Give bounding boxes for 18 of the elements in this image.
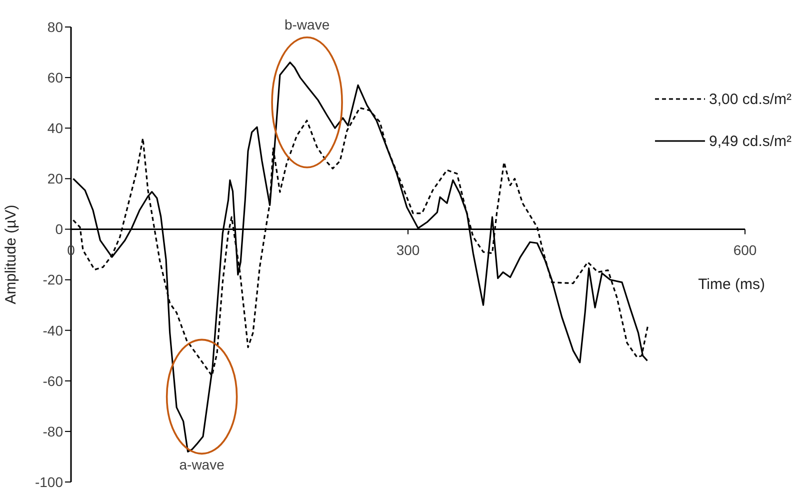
x-tick-label: 300 — [396, 242, 420, 258]
y-axis-title: Amplitude (µV) — [2, 204, 20, 304]
y-tick-label: -40 — [42, 322, 64, 338]
y-tick-label: 60 — [47, 70, 64, 86]
y-tick-label: -80 — [42, 423, 64, 440]
y-tick-label: 0 — [55, 221, 64, 238]
y-tick-label: -60 — [42, 372, 64, 389]
annotation: a-wave — [179, 456, 225, 473]
y-tick-label: 80 — [47, 18, 64, 35]
y-tick-label: -20 — [42, 272, 64, 288]
y-tick-label: 20 — [47, 170, 64, 187]
y-tick-label: 40 — [47, 120, 64, 136]
legend-label: 3,00 cd.s/m² — [709, 90, 792, 108]
legend-label: 9,49 cd.s/m² — [709, 132, 792, 150]
x-axis-title: Time (ms) — [698, 276, 765, 294]
y-tick-label: -100 — [34, 474, 64, 490]
x-tick-label: 600 — [733, 242, 757, 258]
annotation: b-wave — [284, 16, 330, 32]
